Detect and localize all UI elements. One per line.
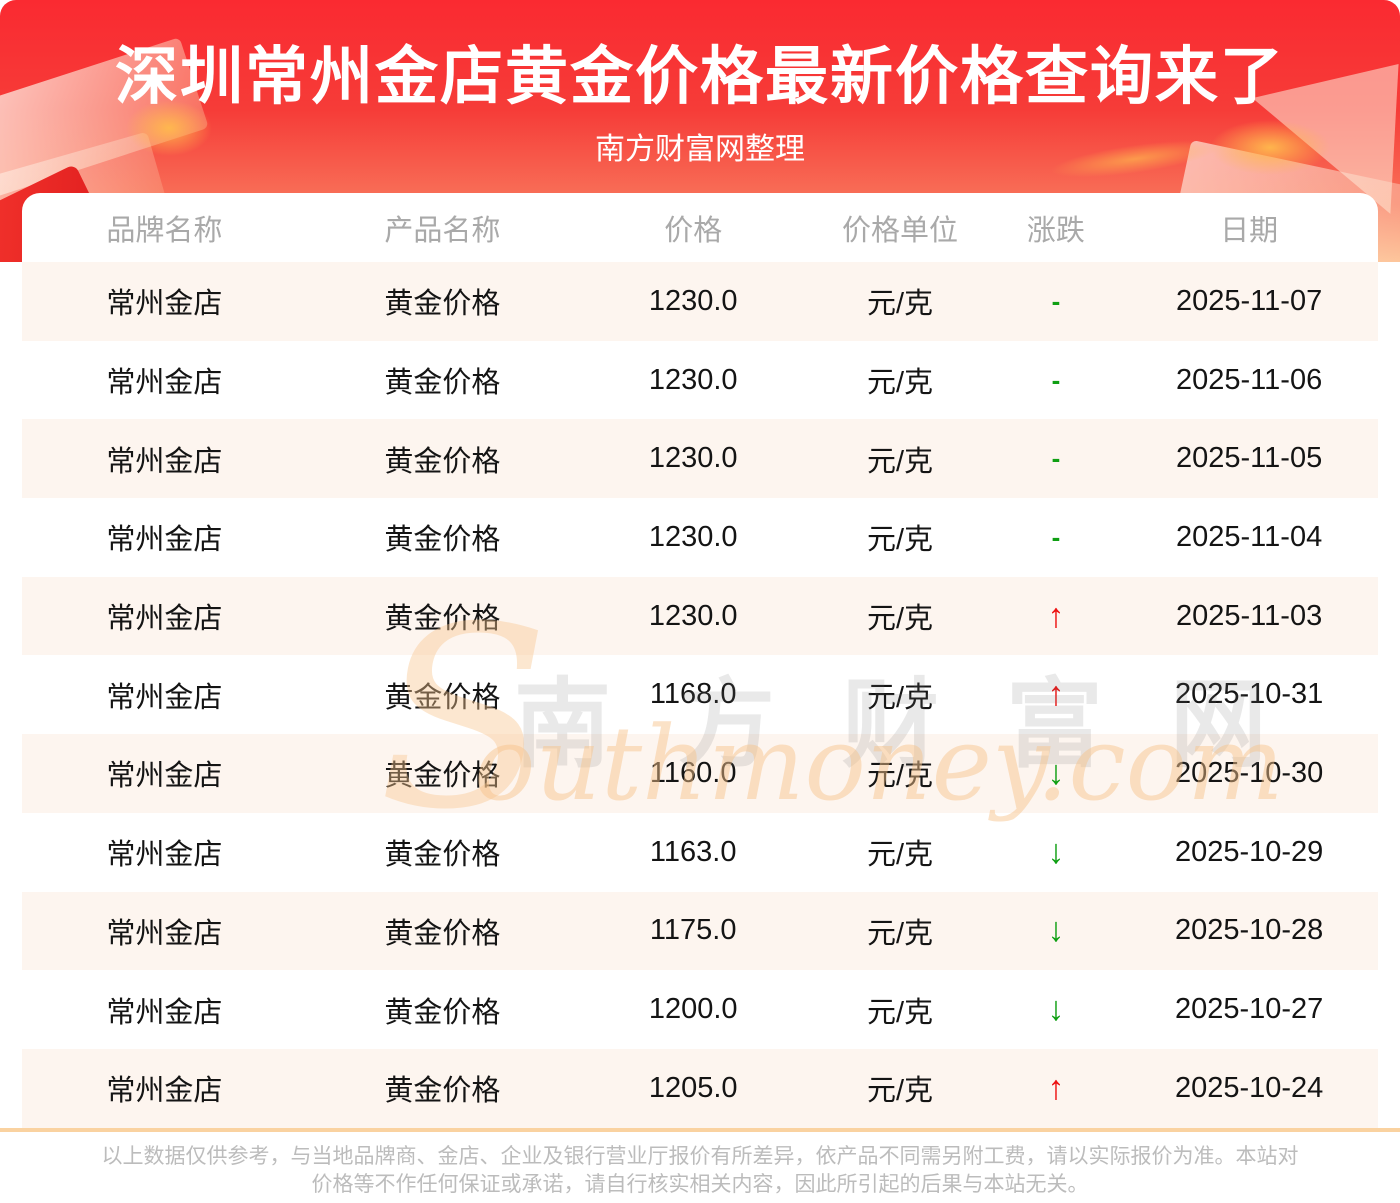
table-row: 常州金店 黄金价格 1230.0 元/克 - 2025-11-06 bbox=[22, 341, 1378, 420]
brand-cell: 常州金店 bbox=[106, 917, 223, 950]
price-table-card: 品牌名称 产品名称 价格 价格单位 涨跌 日期 常州金店 黄金价格 1230.0… bbox=[22, 193, 1378, 1128]
price-cell: 1230.0 bbox=[648, 363, 738, 396]
table-body: 常州金店 黄金价格 1230.0 元/克 - 2025-11-07 常州金店 黄… bbox=[22, 262, 1378, 1128]
page-title: 深圳常州金店黄金价格最新价格查询来了 bbox=[115, 42, 1285, 112]
unit-cell: 元/克 bbox=[866, 760, 933, 793]
date-cell: 2025-11-03 bbox=[1176, 599, 1323, 632]
trend-indicator: ↓ bbox=[1047, 753, 1065, 792]
brand-cell: 常州金店 bbox=[106, 445, 223, 478]
column-header-product: 产品名称 bbox=[384, 214, 501, 247]
unit-cell: 元/克 bbox=[866, 839, 933, 872]
price-cell: 1163.0 bbox=[649, 835, 737, 868]
disclaimer-line-2: 价格等不作任何保证或承诺，请自行核实相关内容，因此所引起的后果与本站无关。 bbox=[311, 1173, 1089, 1196]
table-row: 常州金店 黄金价格 1230.0 元/克 - 2025-11-07 bbox=[22, 262, 1378, 341]
table-row: 常州金店 黄金价格 1168.0 元/克 ↑ 2025-10-31 bbox=[22, 655, 1378, 734]
date-cell: 2025-10-27 bbox=[1174, 993, 1324, 1026]
brand-cell: 常州金店 bbox=[106, 367, 223, 400]
unit-cell: 元/克 bbox=[866, 996, 933, 1029]
product-cell: 黄金价格 bbox=[384, 996, 501, 1029]
product-cell: 黄金价格 bbox=[384, 839, 501, 872]
price-cell: 1230.0 bbox=[648, 520, 738, 553]
unit-cell: 元/克 bbox=[866, 603, 933, 636]
bottom-divider-line bbox=[0, 1128, 1400, 1132]
brand-cell: 常州金店 bbox=[106, 681, 223, 714]
table-row: 常州金店 黄金价格 1205.0 元/克 ↑ 2025-10-24 bbox=[22, 1048, 1378, 1128]
date-cell: 2025-10-31 bbox=[1174, 678, 1324, 711]
table-row: 常州金店 黄金价格 1175.0 元/克 ↓ 2025-10-28 bbox=[22, 891, 1378, 971]
price-cell: 1230.0 bbox=[648, 442, 738, 475]
trend-indicator: - bbox=[1051, 521, 1061, 552]
column-header-price: 价格 bbox=[664, 214, 723, 247]
product-cell: 黄金价格 bbox=[384, 524, 501, 557]
brand-cell: 常州金店 bbox=[106, 603, 223, 636]
unit-cell: 元/克 bbox=[866, 681, 933, 714]
product-cell: 黄金价格 bbox=[384, 288, 501, 321]
product-cell: 黄金价格 bbox=[384, 445, 501, 478]
table-row: 常州金店 黄金价格 1230.0 元/克 - 2025-11-05 bbox=[22, 419, 1378, 499]
price-cell: 1230.0 bbox=[648, 599, 738, 632]
table-row: 常州金店 黄金价格 1200.0 元/克 ↓ 2025-10-27 bbox=[22, 970, 1378, 1049]
column-header-unit: 价格单位 bbox=[841, 214, 958, 247]
trend-indicator: - bbox=[1051, 443, 1061, 474]
trend-indicator: ↓ bbox=[1047, 990, 1065, 1029]
price-cell: 1175.0 bbox=[649, 914, 737, 947]
price-cell: 1205.0 bbox=[648, 1071, 738, 1104]
price-cell: 1160.0 bbox=[649, 756, 737, 789]
trend-indicator: - bbox=[1051, 364, 1061, 395]
trend-indicator: ↑ bbox=[1047, 1068, 1065, 1107]
table-header-row: 品牌名称 产品名称 价格 价格单位 涨跌 日期 bbox=[22, 193, 1378, 262]
product-cell: 黄金价格 bbox=[384, 681, 501, 714]
product-cell: 黄金价格 bbox=[384, 760, 501, 793]
date-cell: 2025-11-05 bbox=[1176, 442, 1323, 475]
trend-indicator: ↓ bbox=[1047, 832, 1065, 871]
trend-indicator: ↓ bbox=[1047, 911, 1065, 950]
price-cell: 1200.0 bbox=[648, 993, 738, 1026]
trend-indicator: ↑ bbox=[1047, 675, 1065, 714]
date-cell: 2025-11-06 bbox=[1176, 363, 1323, 396]
unit-cell: 元/克 bbox=[866, 917, 933, 950]
table-row: 常州金店 黄金价格 1230.0 元/克 - 2025-11-04 bbox=[22, 498, 1378, 577]
brand-cell: 常州金店 bbox=[106, 1075, 223, 1108]
column-header-trend: 涨跌 bbox=[1026, 214, 1085, 247]
date-cell: 2025-10-24 bbox=[1174, 1071, 1324, 1104]
date-cell: 2025-10-28 bbox=[1174, 914, 1324, 947]
disclaimer-footer: 以上数据仅供参考，与当地品牌商、金店、企业及银行营业厅报价有所差异，依产品不同需… bbox=[0, 1132, 1400, 1203]
brand-cell: 常州金店 bbox=[106, 288, 223, 321]
disclaimer-line-1: 以上数据仅供参考，与当地品牌商、金店、企业及银行营业厅报价有所差异，依产品不同需… bbox=[101, 1145, 1299, 1168]
product-cell: 黄金价格 bbox=[384, 603, 501, 636]
table-row: 常州金店 黄金价格 1163.0 元/克 ↓ 2025-10-29 bbox=[22, 813, 1378, 892]
unit-cell: 元/克 bbox=[866, 288, 933, 321]
unit-cell: 元/克 bbox=[866, 367, 933, 400]
date-cell: 2025-10-29 bbox=[1174, 835, 1324, 868]
date-cell: 2025-10-30 bbox=[1174, 756, 1324, 789]
product-cell: 黄金价格 bbox=[384, 367, 501, 400]
unit-cell: 元/克 bbox=[866, 524, 933, 557]
product-cell: 黄金价格 bbox=[384, 1075, 501, 1108]
brand-cell: 常州金店 bbox=[106, 839, 223, 872]
page-subtitle: 南方财富网整理 bbox=[595, 133, 805, 166]
trend-indicator: ↑ bbox=[1047, 596, 1065, 635]
unit-cell: 元/克 bbox=[866, 445, 933, 478]
brand-cell: 常州金店 bbox=[106, 760, 223, 793]
trend-indicator: - bbox=[1051, 285, 1061, 316]
price-cell: 1230.0 bbox=[648, 284, 738, 317]
brand-cell: 常州金店 bbox=[106, 996, 223, 1029]
table-row: 常州金店 黄金价格 1160.0 元/克 ↓ 2025-10-30 bbox=[22, 734, 1378, 813]
table-row: 常州金店 黄金价格 1230.0 元/克 ↑ 2025-11-03 bbox=[22, 576, 1378, 656]
brand-cell: 常州金店 bbox=[106, 524, 223, 557]
product-cell: 黄金价格 bbox=[384, 917, 501, 950]
date-cell: 2025-11-04 bbox=[1176, 520, 1323, 553]
price-cell: 1168.0 bbox=[649, 678, 737, 711]
column-header-brand: 品牌名称 bbox=[106, 214, 223, 247]
unit-cell: 元/克 bbox=[866, 1075, 933, 1108]
column-header-date: 日期 bbox=[1220, 214, 1279, 247]
date-cell: 2025-11-07 bbox=[1176, 284, 1323, 317]
